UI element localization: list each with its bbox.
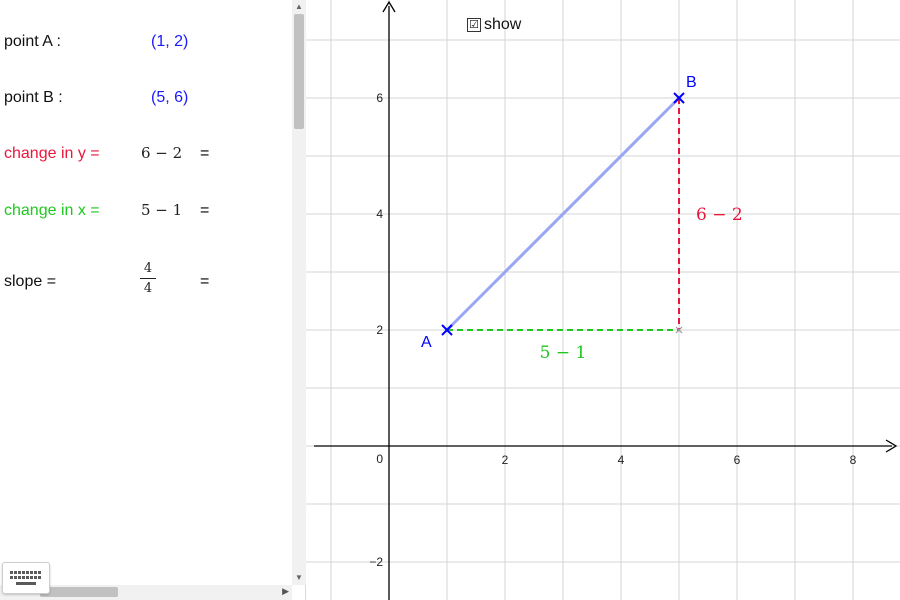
keyboard-icon	[10, 571, 41, 585]
x-tick-label: 4	[618, 453, 625, 467]
slope-equals: =	[200, 273, 210, 290]
segment-ab	[445, 96, 681, 332]
x-tick-label: 8	[850, 453, 857, 467]
run-label: 5 − 1	[540, 343, 587, 363]
y-tick-label: 2	[376, 323, 383, 337]
graphics-view[interactable]: 0 2 4 6 8 6 4 2 −2 A B 6 − 2 5 − 1 ☑ show	[306, 0, 900, 600]
slope-denominator: 4	[143, 281, 153, 296]
fraction-bar	[140, 278, 156, 279]
change-y-label: change in y =	[4, 145, 100, 162]
rise-label: 6 − 2	[696, 205, 743, 225]
keyboard-button[interactable]	[2, 562, 50, 594]
point-b	[673, 92, 685, 104]
slope-numerator: 4	[143, 261, 153, 276]
scroll-down-icon[interactable]: ▼	[295, 573, 303, 582]
scroll-up-icon[interactable]: ▲	[295, 2, 303, 11]
y-tick-label: 6	[376, 91, 383, 105]
horizontal-scroll-thumb[interactable]	[40, 587, 118, 597]
slope-fraction: 4 4	[140, 261, 156, 296]
slope-label: slope =	[4, 273, 57, 290]
point-a-value: (1, 2)	[151, 33, 189, 50]
vertical-scroll-thumb[interactable]	[294, 14, 304, 129]
change-y-equals: =	[200, 145, 210, 162]
show-checkbox-label: show	[484, 16, 522, 33]
x-axis-arrow-icon	[885, 439, 898, 453]
point-b-label: point B :	[4, 89, 63, 106]
change-x-equals: =	[200, 202, 210, 219]
y-axis-arrow-icon	[382, 0, 396, 13]
change-y-expr: 6 − 2	[141, 144, 183, 162]
show-checkbox[interactable]: ☑ show	[467, 14, 521, 36]
coordinate-plane[interactable]: 0 2 4 6 8 6 4 2 −2 A B 6 − 2 5 − 1	[306, 0, 900, 600]
y-tick-label: 4	[376, 207, 383, 221]
point-a-label: point A :	[4, 33, 61, 50]
algebra-horizontal-scrollbar[interactable]: ▶	[0, 585, 292, 600]
point-b-value: (5, 6)	[151, 89, 189, 106]
change-x-label: change in x =	[4, 202, 100, 219]
point-a-label: A	[421, 334, 432, 351]
algebra-vertical-scrollbar[interactable]: ▲ ▼	[292, 0, 306, 585]
x-tick-label: 2	[502, 453, 509, 467]
scroll-right-icon[interactable]: ▶	[282, 586, 289, 596]
algebra-view: point A : (1, 2) point B : (5, 6) change…	[0, 0, 306, 600]
point-b-label: B	[686, 74, 697, 91]
origin-label: 0	[376, 452, 383, 466]
change-x-expr: 5 − 1	[141, 201, 183, 219]
corner-point	[675, 326, 683, 334]
checkbox-checked-icon[interactable]: ☑	[467, 18, 481, 32]
point-a	[441, 324, 453, 336]
y-tick-label: −2	[369, 555, 383, 569]
x-tick-label: 6	[734, 453, 741, 467]
